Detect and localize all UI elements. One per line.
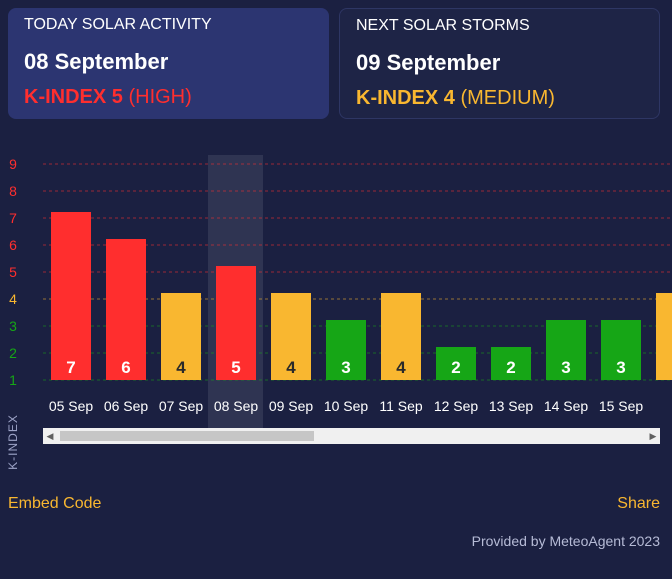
x-tick-label: 05 Sep xyxy=(49,398,94,414)
bar xyxy=(601,320,641,380)
bar-value-label: 3 xyxy=(616,358,625,377)
x-tick-label: 08 Sep xyxy=(214,398,259,414)
x-tick-label: 12 Sep xyxy=(434,398,479,414)
y-tick-label: 5 xyxy=(9,264,17,280)
y-tick-label: 6 xyxy=(9,237,17,253)
bar-value-label: 5 xyxy=(231,358,240,377)
x-tick-label: 10 Sep xyxy=(324,398,369,414)
bar-value-label: 2 xyxy=(451,358,460,377)
bar xyxy=(216,266,256,380)
bar xyxy=(381,293,421,380)
embed-code-link[interactable]: Embed Code xyxy=(8,495,102,512)
today-kindex-value: K-INDEX 5 xyxy=(24,86,123,108)
bar xyxy=(656,293,672,380)
bar xyxy=(546,320,586,380)
bar xyxy=(326,320,366,380)
bar xyxy=(436,347,476,380)
bar-value-label: 4 xyxy=(286,358,296,377)
bar xyxy=(271,293,311,380)
bar-value-label: 7 xyxy=(66,358,75,377)
today-kindex-level: (HIGH) xyxy=(128,86,192,108)
x-tick-label: 07 Sep xyxy=(159,398,204,414)
today-activity-card: TODAY SOLAR ACTIVITY 08 September K-INDE… xyxy=(8,8,329,119)
next-card-title: NEXT SOLAR STORMS xyxy=(356,17,530,34)
today-card-kindex: K-INDEX 5 (HIGH) xyxy=(24,85,313,109)
x-tick-label: 06 Sep xyxy=(104,398,149,414)
scroll-right-arrow-icon[interactable]: ▶ xyxy=(649,431,657,441)
next-kindex-level: (MEDIUM) xyxy=(460,87,555,109)
bar xyxy=(161,293,201,380)
y-tick-label: 1 xyxy=(9,372,17,388)
y-tick-label: 2 xyxy=(9,345,17,361)
y-tick-label: 9 xyxy=(9,156,17,172)
bar-value-label: 2 xyxy=(506,358,515,377)
next-kindex-value: K-INDEX 4 xyxy=(356,87,455,109)
bar xyxy=(106,239,146,380)
y-tick-label: 3 xyxy=(9,318,17,334)
bar xyxy=(51,212,91,380)
provided-by-text: Provided by MeteoAgent 2023 xyxy=(471,533,660,549)
next-card-date: 09 September xyxy=(356,50,501,75)
kindex-bar-chart: 1 2 3 4 5 6 7 8 9 K-INDEX 7 05 Sep 6 06 Sep 4 07 Sep 5 08… xyxy=(6,155,672,470)
today-card-date: 08 September xyxy=(24,49,169,74)
x-tick-label: 11 Sep xyxy=(379,398,423,414)
next-card-kindex: K-INDEX 4 (MEDIUM) xyxy=(356,86,643,110)
x-tick-label: 09 Sep xyxy=(269,398,314,414)
y-axis-label: K-INDEX xyxy=(6,414,20,470)
y-tick-label: 4 xyxy=(9,291,17,307)
bar-value-label: 3 xyxy=(341,358,350,377)
y-tick-label: 8 xyxy=(9,183,17,199)
share-link[interactable]: Share xyxy=(617,495,660,512)
x-tick-label: 13 Sep xyxy=(489,398,534,414)
bar-value-label: 4 xyxy=(176,358,186,377)
scroll-thumb[interactable] xyxy=(60,431,314,441)
y-tick-label: 7 xyxy=(9,210,17,226)
x-tick-label: 14 Sep xyxy=(544,398,589,414)
bar-value-label: 4 xyxy=(396,358,406,377)
next-storms-card: NEXT SOLAR STORMS 09 September K-INDEX 4… xyxy=(339,8,660,119)
scroll-left-arrow-icon[interactable]: ◀ xyxy=(46,431,54,441)
bar xyxy=(491,347,531,380)
bar-value-label: 3 xyxy=(561,358,570,377)
bar-value-label: 6 xyxy=(121,358,130,377)
x-tick-label: 15 Sep xyxy=(599,398,644,414)
chart-scrollbar[interactable]: ◀ ▶ xyxy=(43,428,660,444)
today-card-title: TODAY SOLAR ACTIVITY xyxy=(24,16,212,33)
